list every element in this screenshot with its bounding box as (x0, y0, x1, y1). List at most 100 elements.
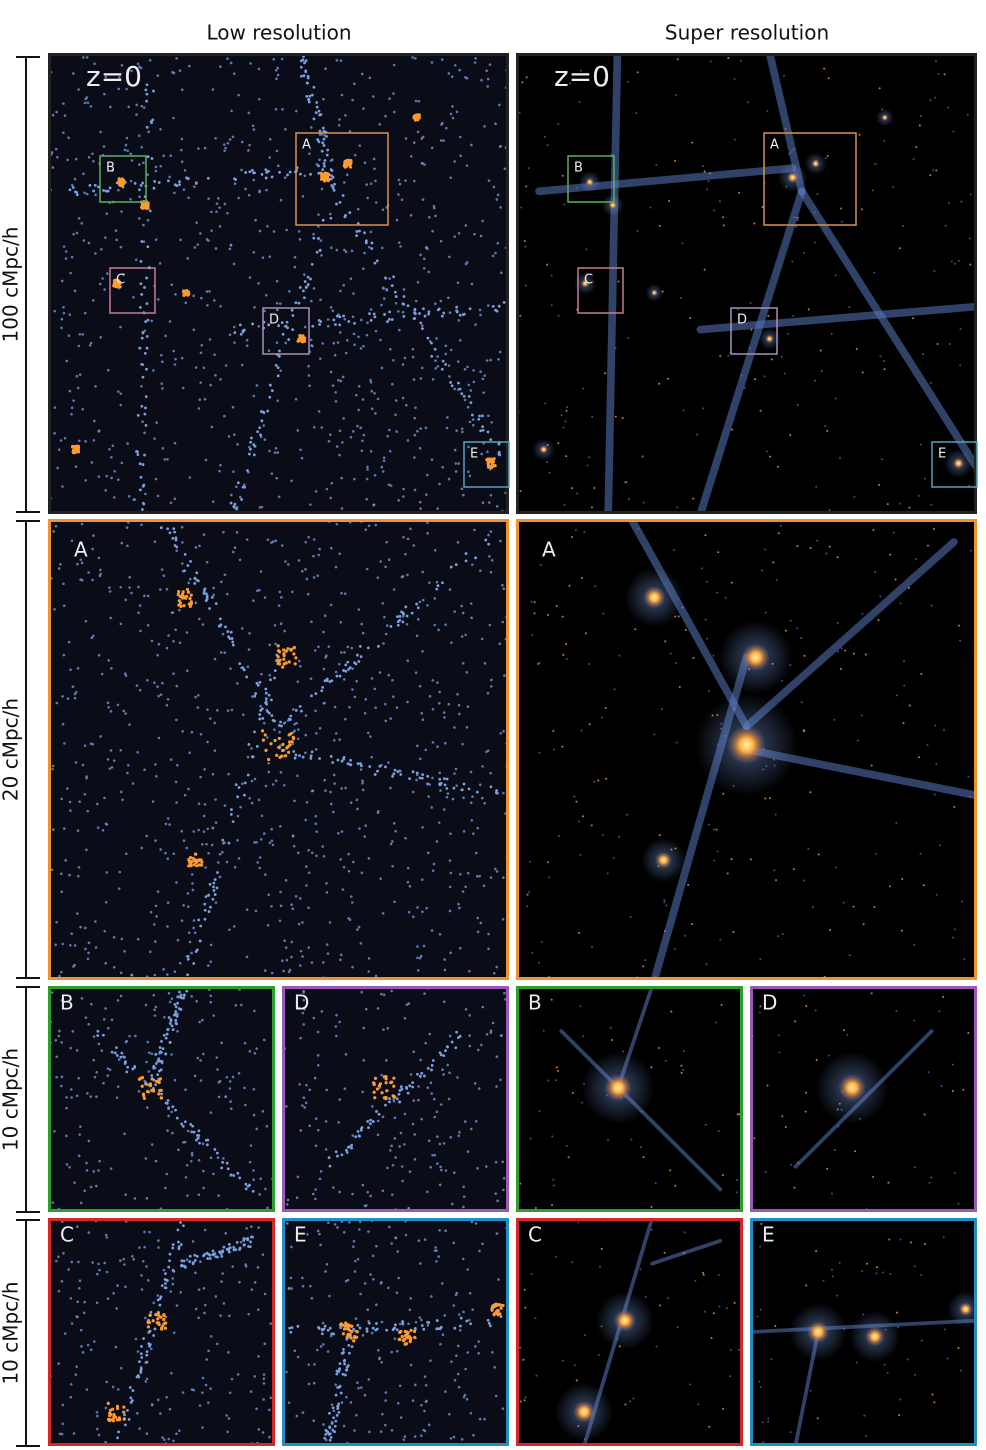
particle (124, 712, 127, 715)
particle (840, 647, 843, 650)
particle (319, 298, 322, 302)
particle (138, 306, 142, 309)
particle (419, 321, 423, 325)
particle (422, 944, 426, 948)
particle (266, 1206, 269, 1210)
particle (65, 1163, 69, 1166)
particle (331, 384, 335, 387)
particle (371, 1120, 375, 1123)
panel-image (516, 986, 743, 1212)
particle (292, 844, 296, 848)
particle (231, 820, 235, 824)
particle (519, 1182, 522, 1185)
particle (378, 1357, 381, 1361)
particle (302, 338, 307, 343)
particle (307, 535, 310, 539)
particle (426, 782, 430, 786)
particle (298, 897, 302, 900)
particle (715, 1021, 718, 1024)
particle (279, 720, 282, 724)
particle (426, 1324, 430, 1327)
particle (701, 567, 704, 570)
particle (658, 1304, 661, 1307)
particle (54, 524, 58, 528)
particle (108, 447, 111, 451)
particle (127, 494, 131, 498)
particle (331, 158, 334, 161)
particle (273, 728, 276, 731)
particle (83, 101, 87, 105)
particle (919, 115, 922, 118)
particle (285, 1203, 289, 1206)
particle (161, 447, 165, 450)
particle (69, 943, 72, 947)
particle (465, 1319, 469, 1323)
particle (303, 1106, 307, 1109)
particle (317, 213, 320, 216)
particle (900, 929, 903, 932)
particle (789, 433, 792, 436)
particle (145, 834, 148, 838)
particle (257, 282, 260, 285)
particle (226, 211, 229, 215)
particle (318, 547, 321, 551)
particle (85, 96, 89, 99)
particle (162, 574, 166, 577)
particle (214, 1295, 218, 1298)
particle (93, 419, 96, 423)
particle (187, 860, 192, 864)
particle (228, 928, 231, 932)
particle (388, 450, 392, 453)
particle (399, 245, 402, 248)
particle (872, 1175, 875, 1178)
particle (195, 1254, 199, 1258)
particle (128, 1034, 131, 1038)
particle (461, 890, 465, 893)
particle (412, 1050, 416, 1054)
particle (639, 1146, 642, 1149)
particle (298, 172, 302, 176)
particle (252, 599, 255, 603)
particle (334, 1025, 338, 1028)
particle (809, 546, 812, 549)
particle (411, 347, 415, 351)
particle (140, 384, 143, 388)
particle (73, 944, 77, 947)
particle (969, 193, 972, 196)
region-label: C (584, 273, 593, 288)
particle (438, 1327, 442, 1331)
particle (387, 483, 391, 487)
particle (393, 1323, 397, 1327)
particle (760, 569, 763, 572)
particle (248, 1050, 252, 1053)
particle (228, 1314, 231, 1318)
particle (794, 1020, 797, 1023)
particle (58, 1432, 62, 1436)
particle (441, 465, 445, 469)
particle (411, 355, 415, 359)
particle (805, 1005, 808, 1008)
particle (92, 189, 96, 193)
particle (64, 250, 68, 253)
particle (105, 1236, 109, 1239)
particle (379, 877, 382, 880)
particle (534, 1317, 537, 1320)
particle (75, 374, 79, 378)
panel-label: A (542, 538, 556, 562)
particle (406, 866, 410, 870)
particle (166, 697, 170, 701)
particle (458, 313, 462, 317)
particle (198, 939, 202, 943)
particle (351, 965, 354, 969)
particle (957, 624, 960, 627)
particle (436, 745, 439, 748)
particle (875, 852, 878, 855)
particle (756, 1315, 759, 1318)
particle (263, 1292, 267, 1296)
particle (487, 932, 490, 936)
particle (196, 706, 200, 709)
particle (74, 761, 78, 764)
particle (366, 1120, 370, 1123)
particle (73, 692, 77, 696)
particle (372, 1277, 375, 1281)
